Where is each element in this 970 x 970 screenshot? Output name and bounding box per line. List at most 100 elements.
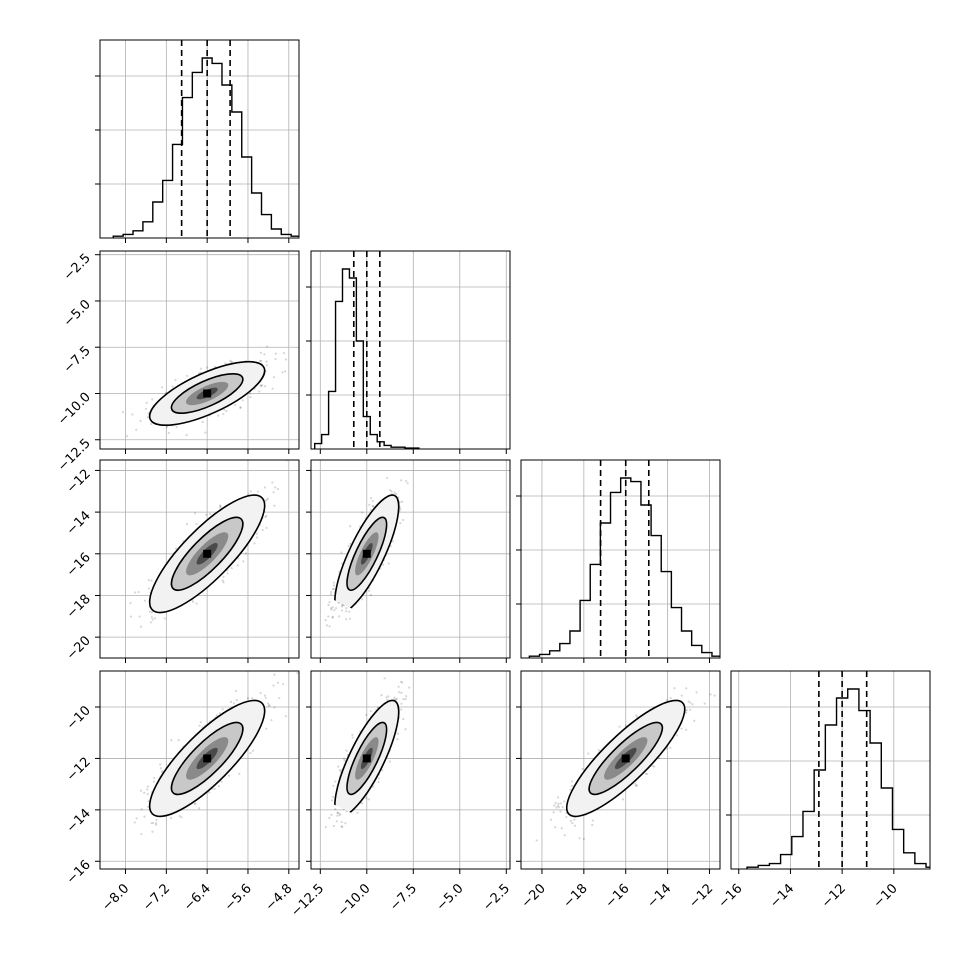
sample-point [222,575,225,578]
sample-point [267,704,270,708]
sample-point [151,821,155,825]
sample-point [265,364,268,367]
panel-3-0: −16−14−12−10−8.0 −7.2 −6.4 −5.6 −4.8 [64,670,300,914]
sample-point [271,387,274,390]
sample-point [282,352,286,355]
sample-point [150,579,153,582]
sample-point [332,584,336,587]
sample-point [229,360,233,363]
sample-point [239,406,242,409]
sample-point [217,414,220,417]
sample-point [331,795,334,799]
sample-point [349,525,352,528]
sample-point [365,713,368,716]
sample-point [284,715,287,718]
sample-point [271,481,274,484]
sample-point [150,821,153,825]
sample-point [144,407,148,410]
sample-point [338,814,341,817]
sample-point [345,618,348,621]
y-tick-label: −12 [64,755,94,785]
histogram-1 [314,268,420,449]
sample-point [276,681,280,684]
y-tick-label: −14 [64,508,94,538]
sample-point [281,371,284,374]
sample-point [263,486,267,489]
sample-point [230,567,233,570]
panel-frame [310,459,511,659]
sample-point [387,562,390,565]
sample-point [393,491,396,494]
sample-point [387,695,390,698]
y-tick-label: −18 [64,592,94,622]
sample-point [194,802,197,805]
sample-point [251,749,254,752]
sample-point [264,696,267,699]
panel-2-0: −20−18−16−14−12 [64,459,300,663]
sample-point [263,385,267,388]
sample-point [348,617,352,620]
sample-point [229,359,232,362]
sample-point [331,587,334,591]
sample-point [229,700,233,703]
sample-point [272,684,275,687]
sample-point [369,508,373,511]
sample-point [140,808,143,811]
sample-point [390,490,393,493]
sample-point [208,512,212,516]
sample-point [296,671,299,675]
sample-point [406,482,409,485]
sample-point [334,807,337,811]
sample-point [154,617,157,620]
sample-point [405,479,408,483]
sample-point [259,385,262,388]
sample-point [195,602,198,605]
x-tick-label: −6.4 [181,881,214,914]
sample-point [135,428,138,431]
sample-point [361,511,364,514]
y-tick-label: −12.5 [55,436,94,475]
sample-point [143,791,146,794]
sample-point [347,544,350,548]
density-peak [203,389,212,398]
sample-point [151,618,154,621]
sample-point [331,606,334,609]
sample-point [272,491,275,494]
sample-point [185,374,189,377]
sample-point [330,608,333,611]
sample-point [386,476,389,480]
sample-point [180,816,183,819]
sample-point [199,367,203,370]
sample-point [185,433,188,437]
sample-point [249,490,252,493]
sample-point [284,370,287,373]
sample-point [267,702,270,705]
sample-point [345,607,348,610]
sample-point [220,780,223,783]
sample-point [273,706,276,709]
sample-point [226,572,229,575]
sample-point [368,503,371,506]
density-peak [362,549,371,558]
sample-point [345,610,348,613]
sample-point [165,425,168,429]
sample-point [177,739,180,742]
sample-point [331,616,334,619]
sample-point [361,598,364,601]
sample-point [278,696,281,700]
y-tick-label: −20 [64,633,94,663]
sample-point [332,588,336,591]
sample-point [266,497,270,500]
sample-point [273,504,276,507]
sample-point [134,591,137,594]
sample-point [139,625,143,628]
sample-point [329,593,333,596]
sample-point [256,536,259,539]
panel-3-1: −12.5 −10.0 −7.5 −5.0 −2.5 [288,670,513,920]
sample-point [235,698,238,702]
sample-point [150,611,154,614]
sample-point [255,532,259,535]
sample-point [389,489,392,492]
sample-point [199,721,202,724]
sample-point [256,490,260,493]
